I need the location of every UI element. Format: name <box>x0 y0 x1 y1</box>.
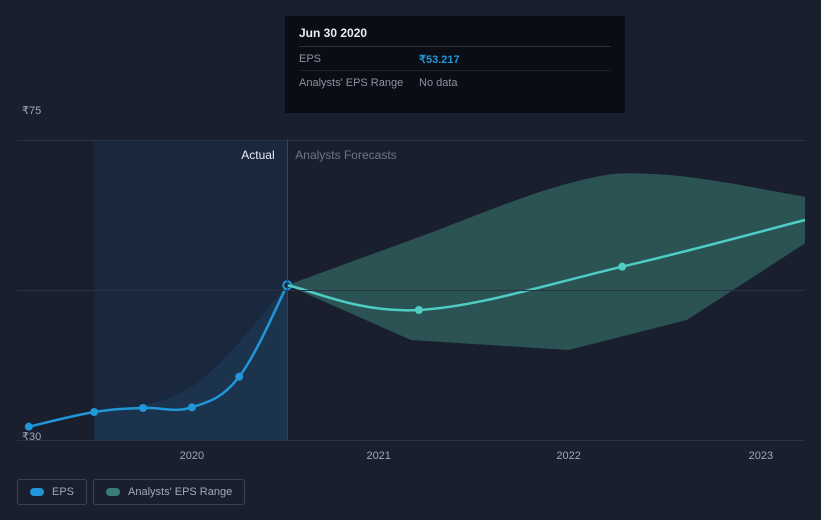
x-axis-tick: 2023 <box>749 450 773 462</box>
tooltip-row: Analysts' EPS Range No data <box>299 71 611 93</box>
gridline <box>17 290 805 291</box>
forecast-region-label: Analysts Forecasts <box>295 148 396 162</box>
tooltip-key: Analysts' EPS Range <box>299 77 419 89</box>
y-axis-tick-lower: ₹30 <box>22 430 41 443</box>
x-axis-tick: 2021 <box>366 450 390 462</box>
hover-vertical-line <box>287 140 288 440</box>
chart-legend: EPS Analysts' EPS Range <box>17 479 245 505</box>
actual-region-label: Actual <box>241 148 274 162</box>
tooltip-row: EPS ₹53.217 <box>299 47 611 71</box>
eps-chart[interactable]: ₹75 Actual Analysts Forecasts 2020 2021 … <box>17 120 805 440</box>
legend-item-range[interactable]: Analysts' EPS Range <box>93 479 245 505</box>
legend-label: EPS <box>52 486 74 498</box>
hover-tooltip: Jun 30 2020 EPS ₹53.217 Analysts' EPS Ra… <box>285 16 625 113</box>
legend-item-eps[interactable]: EPS <box>17 479 87 505</box>
x-axis-tick: 2022 <box>556 450 580 462</box>
tooltip-value: No data <box>419 77 458 89</box>
tooltip-date: Jun 30 2020 <box>299 26 611 47</box>
plot-area: Actual Analysts Forecasts 2020 2021 2022… <box>17 140 805 440</box>
legend-swatch <box>30 488 44 496</box>
legend-label: Analysts' EPS Range <box>128 486 232 498</box>
gridline <box>17 140 805 141</box>
tooltip-value: ₹53.217 <box>419 53 460 66</box>
x-axis-tick: 2020 <box>180 450 204 462</box>
tooltip-key: EPS <box>299 53 419 66</box>
y-axis-tick-upper: ₹75 <box>22 104 41 117</box>
legend-swatch <box>106 488 120 496</box>
gridline <box>17 440 805 441</box>
